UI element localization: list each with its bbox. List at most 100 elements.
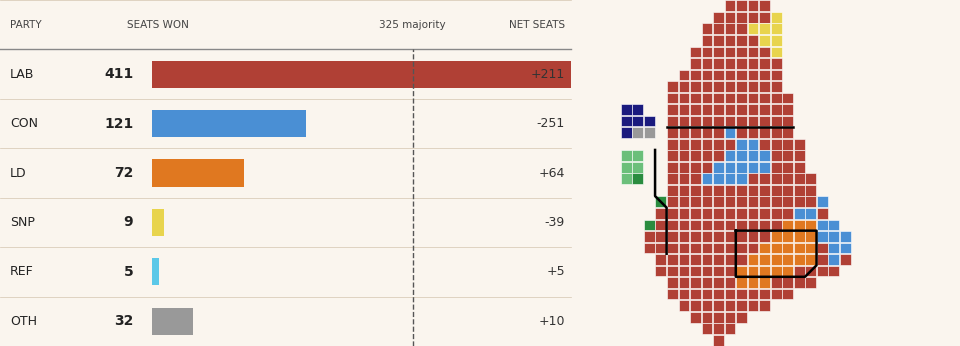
Bar (805, 254, 816, 265)
Bar (759, 300, 770, 311)
Bar (725, 289, 735, 300)
Bar (713, 58, 724, 69)
Bar (736, 289, 747, 300)
Bar (153, 258, 158, 285)
Bar (736, 46, 747, 57)
Bar (690, 231, 701, 242)
Bar (679, 150, 689, 161)
Bar (633, 162, 643, 173)
Bar (667, 104, 678, 115)
Bar (817, 266, 828, 276)
Bar (794, 173, 804, 184)
Bar (771, 254, 781, 265)
Bar (782, 243, 793, 253)
Bar (656, 254, 666, 265)
Bar (828, 254, 839, 265)
Bar (782, 220, 793, 230)
Bar (736, 116, 747, 127)
Bar (782, 173, 793, 184)
Bar (713, 127, 724, 138)
Bar (713, 81, 724, 92)
Bar (644, 231, 655, 242)
Bar (153, 308, 193, 335)
Bar (794, 231, 804, 242)
Bar (702, 323, 712, 334)
Bar (702, 127, 712, 138)
Bar (748, 277, 758, 288)
Bar (713, 300, 724, 311)
Bar (782, 277, 793, 288)
Bar (702, 185, 712, 196)
Bar (725, 81, 735, 92)
Bar (667, 231, 678, 242)
Bar (771, 150, 781, 161)
Bar (817, 197, 828, 207)
Bar (759, 162, 770, 173)
Bar (702, 46, 712, 57)
Bar (702, 300, 712, 311)
Bar (782, 150, 793, 161)
Bar (679, 220, 689, 230)
Bar (667, 220, 678, 230)
Text: -251: -251 (537, 117, 564, 130)
Bar (690, 127, 701, 138)
Bar (782, 162, 793, 173)
Bar (736, 104, 747, 115)
Bar (713, 335, 724, 346)
Bar (748, 289, 758, 300)
Bar (794, 162, 804, 173)
Bar (840, 231, 851, 242)
Bar (713, 312, 724, 322)
Bar (840, 254, 851, 265)
Bar (771, 70, 781, 80)
Bar (656, 208, 666, 219)
Bar (713, 139, 724, 149)
Bar (690, 46, 701, 57)
Bar (725, 93, 735, 103)
Bar (782, 93, 793, 103)
Bar (748, 220, 758, 230)
Bar (702, 93, 712, 103)
Bar (748, 46, 758, 57)
Bar (713, 35, 724, 46)
Bar (690, 277, 701, 288)
Bar (702, 35, 712, 46)
Bar (702, 266, 712, 276)
Bar (759, 231, 770, 242)
Bar (713, 150, 724, 161)
Text: 72: 72 (114, 166, 133, 180)
Bar (771, 266, 781, 276)
Bar (759, 116, 770, 127)
Bar (805, 173, 816, 184)
Bar (153, 160, 244, 186)
Bar (759, 254, 770, 265)
Text: +64: +64 (539, 166, 564, 180)
Bar (748, 127, 758, 138)
Bar (667, 81, 678, 92)
Bar (759, 24, 770, 34)
Bar (702, 150, 712, 161)
Bar (690, 81, 701, 92)
Bar (794, 243, 804, 253)
Bar (759, 266, 770, 276)
Bar (725, 323, 735, 334)
Bar (759, 35, 770, 46)
Text: 411: 411 (104, 67, 133, 81)
Bar (736, 127, 747, 138)
Bar (748, 116, 758, 127)
Bar (690, 58, 701, 69)
Bar (782, 208, 793, 219)
Bar (794, 208, 804, 219)
Bar (702, 139, 712, 149)
Bar (725, 243, 735, 253)
Bar (805, 277, 816, 288)
Bar (690, 197, 701, 207)
Bar (725, 35, 735, 46)
Bar (690, 243, 701, 253)
Bar (759, 70, 770, 80)
Bar (679, 266, 689, 276)
Bar (713, 104, 724, 115)
Bar (748, 35, 758, 46)
Bar (633, 150, 643, 161)
Bar (782, 127, 793, 138)
